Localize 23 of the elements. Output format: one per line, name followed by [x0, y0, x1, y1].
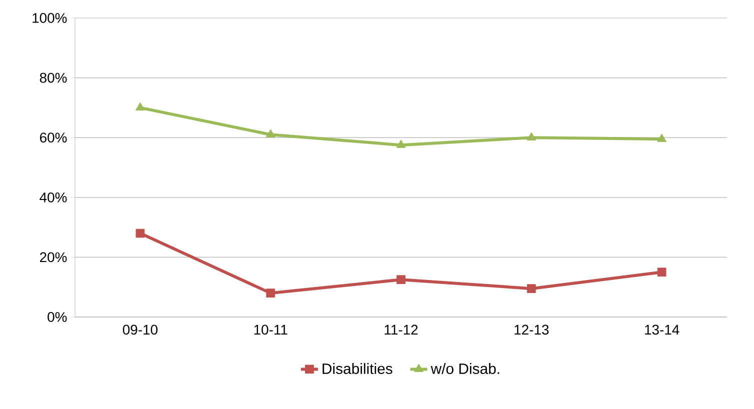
point: [266, 288, 276, 298]
point: [135, 102, 145, 111]
x-tick-label: 11-12: [384, 324, 418, 335]
y-tick-label: 20%: [40, 252, 67, 262]
y-tick-label: 100%: [32, 13, 67, 23]
point: [136, 228, 145, 238]
x-tick-label: 09-10: [122, 324, 158, 335]
y-tick-label: 0%: [48, 312, 67, 322]
point: [526, 132, 536, 140]
y-tick-label: 40%: [40, 192, 67, 202]
x-tick-label: 10-11: [254, 324, 288, 335]
y-tick-label: 60%: [40, 132, 67, 143]
legend-label: Disabilities: [322, 363, 392, 374]
point: [526, 284, 536, 294]
point: [396, 275, 406, 284]
point: [657, 134, 667, 142]
legend-label: w/o Disab.: [430, 363, 500, 374]
x-tick-label: 12-13: [514, 324, 549, 335]
point: [657, 268, 666, 277]
y-tick-label: 80%: [40, 72, 67, 83]
point: [266, 129, 276, 138]
point: [396, 140, 406, 148]
x-tick-label: 13-14: [645, 324, 680, 335]
